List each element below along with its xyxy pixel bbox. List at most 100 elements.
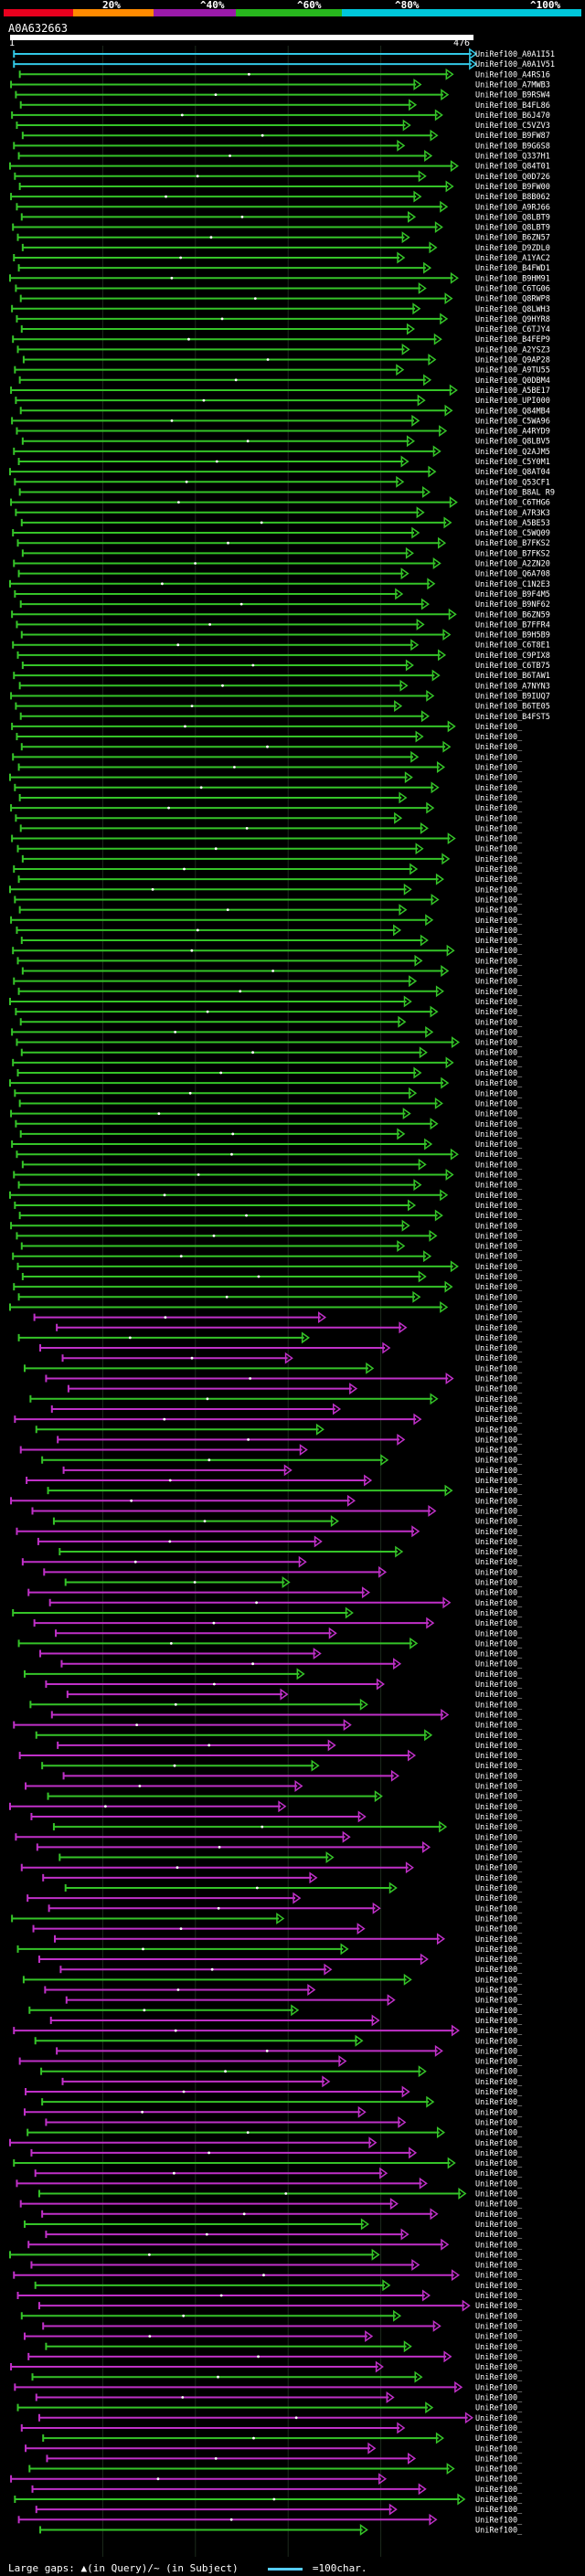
hit-label-125: UniRef100_ bbox=[475, 1324, 523, 1333]
hit-gap-marker-106 bbox=[231, 1132, 235, 1136]
hit-label-113: UniRef100_ bbox=[475, 1202, 523, 1211]
hit-label-213: UniRef100_ bbox=[475, 2221, 523, 2230]
hit-arrow-219 bbox=[382, 2279, 391, 2292]
hit-label-214: UniRef100_ bbox=[475, 2231, 523, 2240]
hit-label-226: UniRef100_ bbox=[475, 2353, 523, 2362]
hit-arrow-192 bbox=[291, 2004, 300, 2017]
hit-label-203: UniRef100_ bbox=[475, 2118, 523, 2127]
hit-gap-marker-102 bbox=[188, 1091, 192, 1095]
hit-arrow-62 bbox=[399, 679, 409, 692]
hit-arrow-126 bbox=[301, 1331, 310, 1344]
legend-label-4: ^100% bbox=[530, 0, 561, 11]
hit-label-108: UniRef100_ bbox=[475, 1150, 523, 1160]
hit-arrow-145 bbox=[411, 1525, 420, 1538]
hit-arrow-28 bbox=[433, 333, 442, 345]
hit-label-210: UniRef100_ bbox=[475, 2190, 523, 2200]
hit-arrow-0 bbox=[469, 48, 478, 60]
hit-arrow-4 bbox=[441, 89, 450, 101]
hit-label-190: UniRef100_ bbox=[475, 1987, 523, 1996]
hit-arrow-69 bbox=[410, 750, 420, 763]
hit-label-111: UniRef100_ bbox=[475, 1182, 523, 1191]
hit-label-132: UniRef100_ bbox=[475, 1395, 523, 1405]
hit-label-191: UniRef100_ bbox=[475, 1997, 523, 2006]
legend-bar-0 bbox=[4, 9, 73, 16]
hit-gap-marker-190 bbox=[176, 1988, 180, 1991]
hit-label-106: UniRef100_ bbox=[475, 1130, 523, 1140]
hit-arrow-87 bbox=[420, 934, 429, 947]
hit-label-19: UniRef100_D9ZDL0 bbox=[475, 244, 550, 253]
hit-label-133: UniRef100_ bbox=[475, 1405, 523, 1415]
hit-arrow-220 bbox=[421, 2289, 431, 2302]
hit-arrow-174 bbox=[439, 1820, 448, 1833]
hit-label-220: UniRef100_ bbox=[475, 2292, 523, 2301]
hit-arrow-30 bbox=[428, 354, 437, 366]
hit-label-160: UniRef100_ bbox=[475, 1680, 523, 1690]
hit-arrow-72 bbox=[431, 781, 440, 794]
hit-gap-marker-158 bbox=[251, 1662, 255, 1666]
hit-gap-marker-104 bbox=[157, 1112, 161, 1115]
hit-label-71: UniRef100_ bbox=[475, 774, 523, 783]
hit-gap-marker-178 bbox=[176, 1866, 179, 1870]
hit-gap-marker-4 bbox=[214, 93, 218, 96]
hit-arrow-191 bbox=[387, 1994, 396, 2007]
hit-arrow-223 bbox=[432, 2319, 441, 2332]
hit-gap-marker-30 bbox=[266, 358, 270, 361]
hit-arrow-64 bbox=[394, 700, 403, 713]
hit-arrow-131 bbox=[349, 1383, 358, 1395]
hit-label-46: UniRef100_A5BE53 bbox=[475, 519, 550, 528]
hit-label-105: UniRef100_ bbox=[475, 1120, 523, 1129]
hit-arrow-125 bbox=[399, 1321, 408, 1334]
hit-label-123: UniRef100_ bbox=[475, 1303, 523, 1312]
legend-label-1: ^40% bbox=[200, 0, 225, 11]
hit-label-142: UniRef100_ bbox=[475, 1497, 523, 1506]
hit-arrow-164 bbox=[343, 1719, 352, 1732]
hit-label-78: UniRef100_ bbox=[475, 845, 523, 854]
hit-label-85: UniRef100_ bbox=[475, 917, 523, 926]
hit-label-21: UniRef100_B4FWD1 bbox=[475, 264, 550, 273]
hit-arrow-34 bbox=[417, 394, 426, 407]
hit-gap-marker-200 bbox=[182, 2090, 186, 2094]
hit-arrow-112 bbox=[440, 1189, 449, 1202]
hit-label-117: UniRef100_ bbox=[475, 1243, 523, 1252]
hit-arrow-172 bbox=[278, 1800, 287, 1813]
hit-gap-marker-88 bbox=[190, 949, 194, 952]
hit-gap-marker-176 bbox=[218, 1846, 221, 1849]
query-start-label: 1 bbox=[9, 38, 16, 48]
hit-label-222: UniRef100_ bbox=[475, 2312, 523, 2321]
hit-arrow-85 bbox=[425, 914, 434, 927]
hit-arrow-61 bbox=[431, 669, 441, 682]
hit-gap-marker-242 bbox=[229, 2518, 233, 2521]
hit-arrow-19 bbox=[429, 241, 438, 254]
hit-arrow-93 bbox=[403, 995, 412, 1008]
hit-label-242: UniRef100_ bbox=[475, 2516, 523, 2525]
hit-gap-marker-228 bbox=[217, 2375, 219, 2379]
hit-gap-marker-92 bbox=[239, 990, 242, 993]
hit-arrow-207 bbox=[447, 2157, 456, 2169]
hit-arrow-200 bbox=[401, 2085, 410, 2098]
hit-arrow-155 bbox=[328, 1627, 337, 1639]
hit-arrow-79 bbox=[441, 853, 451, 865]
hit-label-88: UniRef100_ bbox=[475, 947, 523, 956]
hit-label-239: UniRef100_ bbox=[475, 2486, 523, 2495]
hit-arrow-135 bbox=[315, 1423, 324, 1436]
hit-arrow-123 bbox=[440, 1300, 449, 1313]
hit-label-183: UniRef100_ bbox=[475, 1914, 523, 1924]
hit-arrow-46 bbox=[443, 516, 452, 529]
hit-gap-marker-24 bbox=[253, 297, 257, 300]
hit-label-175: UniRef100_ bbox=[475, 1833, 523, 1842]
hit-arrow-121 bbox=[444, 1280, 453, 1293]
hit-arrow-49 bbox=[405, 546, 414, 559]
footer-scale-line bbox=[268, 2567, 303, 2571]
hit-label-91: UniRef100_ bbox=[475, 978, 523, 987]
legend-label-2: ^60% bbox=[297, 0, 322, 11]
hit-gap-marker-34 bbox=[202, 398, 206, 402]
hit-arrow-179 bbox=[309, 1871, 318, 1884]
hit-gap-marker-12 bbox=[196, 175, 199, 178]
hit-arrow-113 bbox=[408, 1199, 417, 1212]
hit-label-238: UniRef100_ bbox=[475, 2475, 523, 2485]
hit-gap-marker-58 bbox=[176, 643, 180, 647]
hit-arrow-114 bbox=[434, 1209, 443, 1222]
hit-gap-marker-194 bbox=[174, 2029, 177, 2032]
hit-arrow-214 bbox=[400, 2228, 410, 2241]
